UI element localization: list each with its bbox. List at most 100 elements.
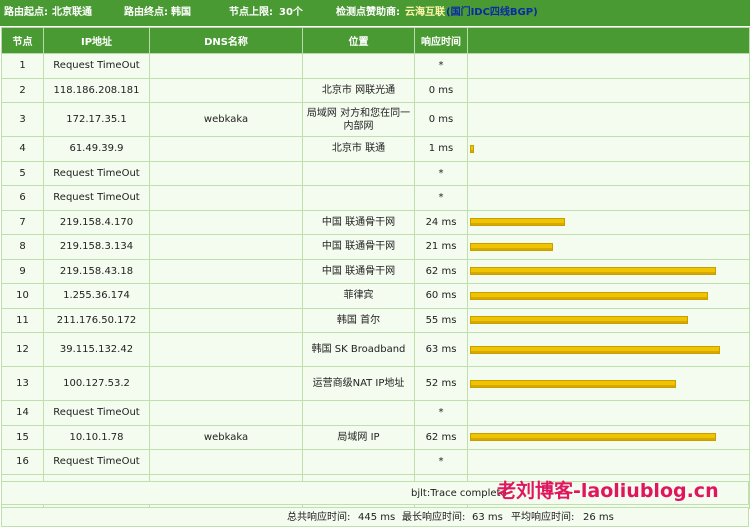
total-label: 总共响应时间: <box>287 512 351 523</box>
location-cell: 局域网 IP <box>302 424 415 450</box>
dns-cell <box>149 136 303 162</box>
latency-bar-cell <box>467 283 750 309</box>
dns-cell <box>149 366 303 401</box>
dns-cell: webkaka <box>149 424 303 450</box>
ip-cell: Request TimeOut <box>43 185 150 211</box>
ip-cell: 219.158.3.134 <box>43 234 150 260</box>
location-cell: 运营商级NAT IP地址 <box>302 366 415 401</box>
time-cell: * <box>414 449 468 475</box>
time-cell: 24 ms <box>414 209 468 235</box>
summary-row: 总共响应时间: 445 ms 最长响应时间: 63 ms 平均响应时间: 26 … <box>1 507 749 527</box>
dns-cell <box>149 77 303 103</box>
dns-cell <box>149 160 303 186</box>
hop-cell: 2 <box>1 77 44 103</box>
time-cell: 21 ms <box>414 234 468 260</box>
dns-cell <box>149 258 303 284</box>
table-row: 5 Request TimeOut * <box>1 160 750 186</box>
dns-cell <box>149 449 303 475</box>
latency-bar <box>470 291 708 300</box>
latency-bar-cell <box>467 332 750 367</box>
dns-cell <box>149 400 303 426</box>
max-hops-value: 30个 <box>279 7 303 18</box>
latency-bar <box>470 218 565 227</box>
ip-cell: 39.115.132.42 <box>43 332 150 367</box>
traceroute-table: 节点 IP地址 DNS名称 位置 响应时间 1 Request TimeOut * 2… <box>1 27 750 509</box>
latency-bar-cell <box>467 234 750 260</box>
latency-bar-cell <box>467 307 750 333</box>
ip-cell: 118.186.208.181 <box>43 77 150 103</box>
table-row: 13 100.127.53.2 运营商级NAT IP地址 52 ms <box>1 366 750 401</box>
table-row: 9 219.158.43.18 中国 联通骨干网 62 ms <box>1 258 750 284</box>
latency-bar <box>470 345 720 354</box>
brand-logo: 老刘博客-laoliublog.cn <box>497 480 719 502</box>
sponsor-link[interactable]: 云海互联 <box>405 7 445 18</box>
ip-cell: Request TimeOut <box>43 449 150 475</box>
latency-bar-cell <box>467 366 750 401</box>
table-row: 1 Request TimeOut * <box>1 53 750 79</box>
latency-bar-cell <box>467 77 750 103</box>
hop-cell: 3 <box>1 102 44 137</box>
ip-cell: 172.17.35.1 <box>43 102 150 137</box>
location-cell <box>302 160 415 186</box>
latency-bar <box>470 144 474 153</box>
table-row: 15 10.10.1.78 webkaka 局域网 IP 62 ms <box>1 424 750 450</box>
ip-cell: 219.158.4.170 <box>43 209 150 235</box>
col-hop: 节点 <box>1 27 44 54</box>
average-label: 平均响应时间: <box>511 512 575 523</box>
table-row: 7 219.158.4.170 中国 联通骨干网 24 ms <box>1 209 750 235</box>
time-cell: 0 ms <box>414 102 468 137</box>
location-cell: 北京市 联通 <box>302 136 415 162</box>
ip-cell: Request TimeOut <box>43 53 150 79</box>
col-dns: DNS名称 <box>149 27 303 54</box>
trace-status-row: bjlt:Trace complete <box>1 481 749 505</box>
ip-cell: 10.10.1.78 <box>43 424 150 450</box>
ip-cell: 219.158.43.18 <box>43 258 150 284</box>
dns-cell <box>149 307 303 333</box>
latency-bar <box>470 433 716 442</box>
latency-bar-cell <box>467 400 750 426</box>
dns-cell <box>149 185 303 211</box>
dest-label: 路由终点: <box>124 7 168 18</box>
location-cell: 韩国 SK Broadband <box>302 332 415 367</box>
table-row: 6 Request TimeOut * <box>1 185 750 211</box>
time-cell: 52 ms <box>414 366 468 401</box>
col-location: 位置 <box>302 27 415 54</box>
hop-cell: 13 <box>1 366 44 401</box>
dns-cell <box>149 53 303 79</box>
latency-bar-cell <box>467 449 750 475</box>
location-cell <box>302 53 415 79</box>
sponsor-isp-link[interactable]: (国门IDC四线BGP) <box>446 7 538 18</box>
time-cell: 62 ms <box>414 424 468 450</box>
location-cell: 中国 联通骨干网 <box>302 258 415 284</box>
longest-value: 63 ms <box>472 512 503 523</box>
table-row: 16 Request TimeOut * <box>1 449 750 475</box>
location-cell: 韩国 首尔 <box>302 307 415 333</box>
latency-bar-cell <box>467 53 750 79</box>
latency-bar <box>470 316 688 325</box>
trace-complete-text: bjlt:Trace complete <box>411 488 507 499</box>
table-row: 8 219.158.3.134 中国 联通骨干网 21 ms <box>1 234 750 260</box>
time-cell: 55 ms <box>414 307 468 333</box>
location-cell: 中国 联通骨干网 <box>302 234 415 260</box>
ip-cell: Request TimeOut <box>43 160 150 186</box>
hop-cell: 9 <box>1 258 44 284</box>
location-cell: 中国 联通骨干网 <box>302 209 415 235</box>
hop-cell: 15 <box>1 424 44 450</box>
hop-cell: 6 <box>1 185 44 211</box>
ip-cell: 1.255.36.174 <box>43 283 150 309</box>
dns-cell <box>149 209 303 235</box>
dns-cell: webkaka <box>149 102 303 137</box>
latency-bar-cell <box>467 136 750 162</box>
ip-cell: 61.49.39.9 <box>43 136 150 162</box>
time-cell: 1 ms <box>414 136 468 162</box>
latency-bar <box>470 267 716 276</box>
col-ip: IP地址 <box>43 27 150 54</box>
table-row: 4 61.49.39.9 北京市 联通 1 ms <box>1 136 750 162</box>
sponsor-label: 检测点赞助商: <box>336 7 400 18</box>
hop-cell: 14 <box>1 400 44 426</box>
hop-cell: 10 <box>1 283 44 309</box>
origin-value: 北京联通 <box>52 7 92 18</box>
col-bar <box>467 27 750 54</box>
latency-bar-cell <box>467 102 750 137</box>
dns-cell <box>149 283 303 309</box>
